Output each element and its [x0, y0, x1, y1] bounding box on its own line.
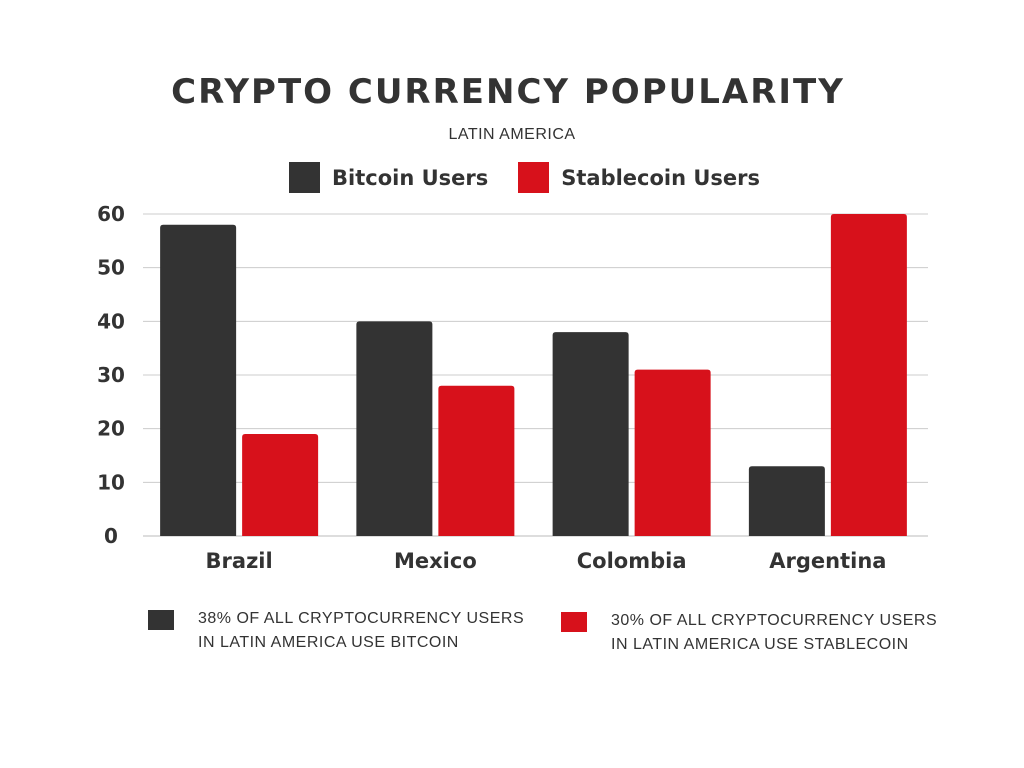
bar-brazil-stablecoin-users [242, 434, 319, 536]
y-tick-label-50: 50 [97, 256, 125, 280]
bar-brazil-bitcoin-users [160, 224, 237, 536]
note-stablecoin: 30% OF ALL CRYPTOCURRENCY USERS IN LATIN… [561, 609, 937, 657]
bar-argentina-stablecoin-users [830, 214, 907, 536]
x-category-label-colombia: Colombia [577, 549, 687, 573]
note-bitcoin: 38% OF ALL CRYPTOCURRENCY USERS IN LATIN… [148, 607, 524, 655]
note-stablecoin-line2: IN LATIN AMERICA USE STABLECOIN [611, 636, 909, 653]
note-text-bitcoin: 38% OF ALL CRYPTOCURRENCY USERS IN LATIN… [198, 607, 524, 655]
chart-legend: Bitcoin Users Stablecoin Users [289, 162, 790, 193]
legend-swatch-stablecoin [518, 162, 550, 193]
chart-subtitle: LATIN AMERICA [448, 126, 576, 143]
bar-colombia-bitcoin-users [552, 332, 629, 536]
note-text-stablecoin: 30% OF ALL CRYPTOCURRENCY USERS IN LATIN… [611, 609, 937, 657]
bar-chart: 0 10 20 30 40 50 60 Brazil Mexico Colombia Argenti… [97, 202, 928, 573]
bar-mexico-stablecoin-users [438, 385, 515, 536]
legend-item-bitcoin: Bitcoin Users [289, 162, 488, 193]
bar-colombia-stablecoin-users [634, 369, 711, 536]
note-stablecoin-line1: 30% OF ALL CRYPTOCURRENCY USERS [611, 612, 938, 629]
bar-argentina-bitcoin-users [748, 466, 825, 536]
y-tick-label-30: 30 [97, 363, 125, 387]
note-swatch-stablecoin [561, 612, 587, 632]
legend-swatch-bitcoin [289, 162, 320, 193]
note-swatch-bitcoin [148, 610, 174, 630]
y-tick-label-10: 10 [97, 470, 125, 494]
legend-item-stablecoin: Stablecoin Users [518, 162, 760, 193]
legend-label-bitcoin: Bitcoin Users [332, 165, 489, 190]
y-tick-label-20: 20 [97, 417, 125, 441]
x-category-label-argentina: Argentina [769, 549, 886, 573]
x-category-label-brazil: Brazil [206, 549, 273, 573]
y-tick-label-0: 0 [104, 524, 118, 548]
legend-label-stablecoin: Stablecoin Users [561, 165, 761, 190]
bar-mexico-bitcoin-users [356, 321, 433, 536]
x-category-label-mexico: Mexico [394, 549, 477, 573]
chart-title: CRYPTO CURRENCY POPULARITY [171, 72, 845, 112]
y-tick-label-40: 40 [97, 309, 125, 333]
y-tick-label-60: 60 [97, 202, 125, 226]
note-bitcoin-line1: 38% OF ALL CRYPTOCURRENCY USERS [198, 610, 525, 627]
note-bitcoin-line2: IN LATIN AMERICA USE BITCOIN [198, 634, 459, 651]
